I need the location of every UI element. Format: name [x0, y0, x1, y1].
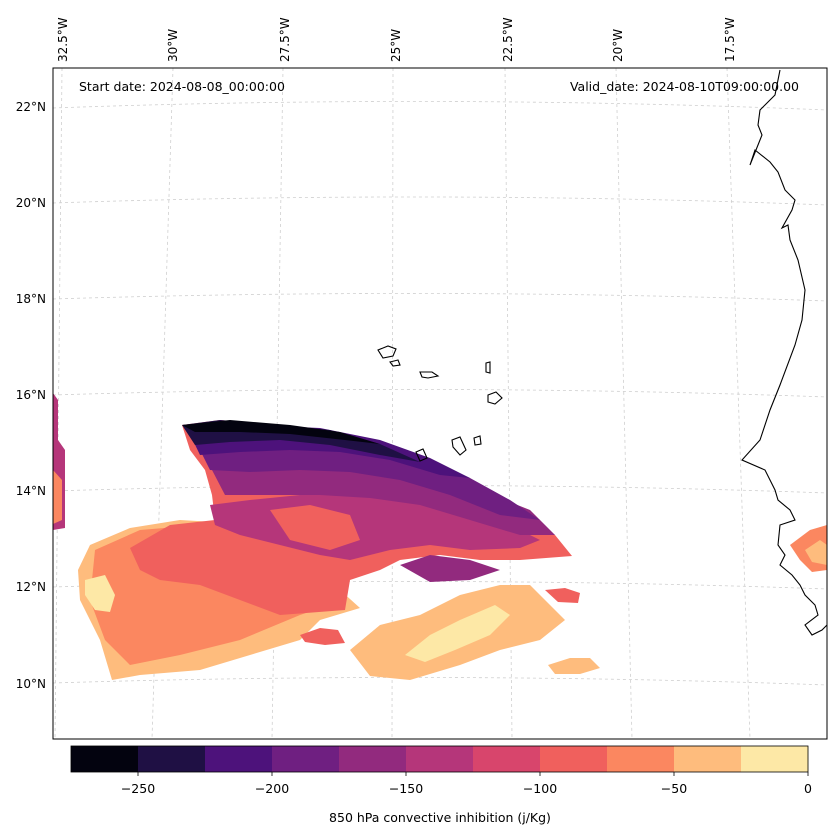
cape-verde-7: [473, 435, 482, 446]
colorbar-tick-label: −100: [523, 781, 557, 796]
colorbar-segment: [339, 746, 407, 772]
lat-label: 18°N: [16, 292, 46, 306]
cin-main-edge: [182, 420, 380, 444]
cin-southeast-pale: [405, 605, 510, 662]
lat-label: 22°N: [16, 100, 46, 114]
cape-verde-2: [389, 359, 401, 367]
start-date-annotation: Start date: 2024-08-08_00:00:00: [79, 79, 285, 94]
colorbar-segment: [406, 746, 474, 772]
colorbar: [70, 745, 809, 776]
lat-label: 16°N: [16, 388, 46, 402]
cape-verde-8: [415, 448, 428, 462]
colorbar-segment: [138, 746, 206, 772]
cin-main-inner: [212, 458, 555, 535]
lon-label: 17.5°W: [723, 17, 737, 62]
lat-labels: 22°N 20°N 18°N 16°N 14°N 12°N 10°N: [16, 100, 46, 691]
lat-label: 10°N: [16, 677, 46, 691]
lon-label: 32.5°W: [56, 17, 70, 62]
lat-label: 20°N: [16, 196, 46, 210]
colorbar-tick-label: −250: [121, 781, 155, 796]
cin-west-strip-core: [53, 470, 62, 524]
cape-verde-4: [485, 361, 491, 374]
colorbar-segment: [607, 746, 675, 772]
lon-label: 25°W: [389, 29, 403, 62]
colorbar-tick-label: −50: [661, 781, 687, 796]
lon-label: 22.5°W: [501, 17, 515, 62]
colorbar-tick-label: −150: [389, 781, 423, 796]
colorbar-tick-label: −200: [255, 781, 289, 796]
cape-verde-6: [451, 436, 467, 456]
lon-label: 27.5°W: [278, 17, 292, 62]
cape-verde-1: [377, 345, 397, 359]
lon-label: 30°W: [166, 29, 180, 62]
colorbar-segment: [741, 746, 809, 772]
colorbar-segment: [674, 746, 742, 772]
cin-inner-hot: [270, 505, 360, 550]
colorbar-segment: [71, 746, 139, 772]
map-border: [52, 67, 828, 740]
cin-right-patch: [545, 588, 580, 603]
africa-coastline: [741, 69, 827, 636]
cin-coast-pale: [805, 540, 827, 565]
cape-verde-5: [487, 391, 503, 405]
lat-label: 12°N: [16, 580, 46, 594]
colorbar-ticks: −250 −200 −150 −100 −50 0: [121, 781, 812, 796]
cin-small-patch: [300, 628, 345, 645]
cin-main-deep: [195, 435, 540, 520]
cin-west-pale: [85, 575, 115, 612]
lon-labels: 32.5°W 30°W 27.5°W 25°W 22.5°W 20°W 17.5…: [56, 17, 737, 62]
colorbar-segment: [473, 746, 541, 772]
lat-label: 14°N: [16, 484, 46, 498]
colorbar-tick-label: 0: [804, 781, 812, 796]
valid-date-annotation: Valid_date: 2024-08-10T09:00:00.00: [570, 79, 799, 94]
lon-label: 20°W: [611, 29, 625, 62]
cin-east-islet: [548, 658, 600, 674]
cin-inner-purple: [400, 555, 500, 582]
cin-field: [53, 393, 827, 680]
coastlines: [377, 69, 827, 636]
colorbar-label: 850 hPa convective inhibition (j/Kg): [329, 810, 551, 825]
colorbar-segment: [540, 746, 608, 772]
colorbar-segment: [272, 746, 340, 772]
colorbar-border: [70, 745, 809, 773]
cape-verde-3: [419, 371, 440, 379]
colorbar-segment: [205, 746, 273, 772]
